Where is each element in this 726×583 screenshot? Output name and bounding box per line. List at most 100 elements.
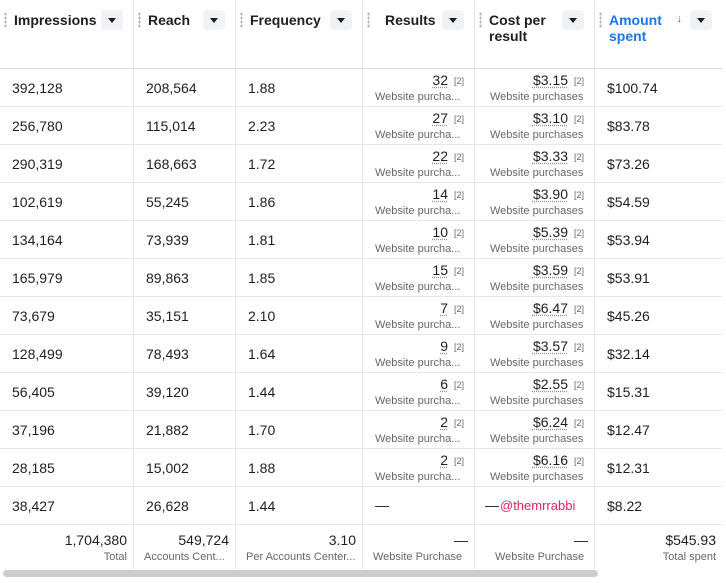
total-cost: — [574, 532, 588, 548]
results-value[interactable]: 9 [440, 338, 448, 354]
column-header-reach[interactable]: Reach [134, 0, 236, 68]
cost-value[interactable]: $3.59 [532, 262, 568, 278]
results-value[interactable]: 22 [432, 148, 448, 164]
chevron-down-icon[interactable] [330, 10, 352, 30]
results-footnote[interactable]: [2] [453, 228, 464, 238]
cost-footnote[interactable]: [2] [573, 380, 584, 390]
results-value[interactable]: 14 [432, 186, 448, 202]
results-footnote[interactable]: [2] [453, 152, 464, 162]
drag-handle-icon[interactable] [479, 12, 482, 28]
cost-value[interactable]: $3.57 [532, 338, 568, 354]
column-header-impressions[interactable]: Impressions [0, 0, 134, 68]
cost-footnote[interactable]: [2] [573, 342, 584, 352]
frequency-value: 1.81 [248, 232, 276, 248]
drag-handle-icon[interactable] [240, 12, 243, 28]
results-value[interactable]: 2 [440, 452, 448, 468]
reach-value: 89,863 [146, 270, 189, 286]
table-row[interactable]: 128,499 78,493 1.64 9 [2] Website purcha... $3… [0, 335, 722, 373]
cost-footnote[interactable]: [2] [573, 114, 584, 124]
column-header-frequency[interactable]: Frequency [236, 0, 363, 68]
drag-handle-icon[interactable] [367, 12, 370, 28]
reach-value: 35,151 [146, 308, 189, 324]
cost-value[interactable]: $6.47 [532, 300, 568, 316]
reach-value: 39,120 [146, 384, 189, 400]
reach-value: 78,493 [146, 346, 189, 362]
table-header: Impressions Reach Frequency Results Cost… [0, 0, 722, 69]
reach-value: 26,628 [146, 498, 189, 514]
results-footnote[interactable]: [2] [453, 456, 464, 466]
chevron-down-icon[interactable] [203, 10, 225, 30]
sort-descending-icon[interactable]: ↓ [676, 13, 683, 25]
results-footnote[interactable]: [2] [453, 304, 464, 314]
table-row[interactable]: 102,619 55,245 1.86 14 [2] Website purcha... $… [0, 183, 722, 221]
results-value[interactable]: 10 [432, 224, 448, 240]
table-row[interactable]: 134,164 73,939 1.81 10 [2] Website purcha... $… [0, 221, 722, 259]
cost-footnote[interactable]: [2] [573, 228, 584, 238]
cost-value[interactable]: $2.55 [532, 376, 568, 392]
amount-value: $12.47 [607, 422, 650, 438]
cost-type: Website purchases [490, 91, 584, 103]
results-footnote[interactable]: [2] [453, 380, 464, 390]
drag-handle-icon[interactable] [138, 12, 141, 28]
chevron-down-icon[interactable] [562, 10, 584, 30]
results-value[interactable]: 7 [440, 300, 448, 316]
results-footnote[interactable]: [2] [453, 190, 464, 200]
results-value[interactable]: 15 [432, 262, 448, 278]
results-footnote[interactable]: [2] [453, 76, 464, 86]
amount-value: $100.74 [607, 80, 658, 96]
cost-value[interactable]: $3.90 [532, 186, 568, 202]
cost-footnote[interactable]: [2] [573, 456, 584, 466]
horizontal-scrollbar[interactable] [3, 570, 598, 577]
column-header-amount-spent[interactable]: Amount spent ↓ [595, 0, 722, 68]
cost-footnote[interactable]: [2] [573, 266, 584, 276]
table-row[interactable]: 38,427 26,628 1.44 — — @themrrabbi $8.22 [0, 487, 722, 525]
cost-value[interactable]: $3.15 [532, 72, 568, 88]
drag-handle-icon[interactable] [599, 12, 602, 28]
cost-value[interactable]: $3.10 [532, 110, 568, 126]
impressions-value: 102,619 [12, 194, 63, 210]
impressions-value: 38,427 [12, 498, 55, 514]
table-row[interactable]: 56,405 39,120 1.44 6 [2] Website purcha... $2.… [0, 373, 722, 411]
column-header-cost-per-result[interactable]: Cost per result [475, 0, 595, 68]
cost-footnote[interactable]: [2] [573, 152, 584, 162]
amount-value: $83.78 [607, 118, 650, 134]
results-value[interactable]: 6 [440, 376, 448, 392]
table-row[interactable]: 290,319 168,663 1.72 22 [2] Website purcha...… [0, 145, 722, 183]
cost-value[interactable]: $6.24 [532, 414, 568, 430]
results-footnote[interactable]: [2] [453, 342, 464, 352]
drag-handle-icon[interactable] [4, 12, 7, 28]
chevron-down-icon[interactable] [101, 10, 123, 30]
table-row[interactable]: 256,780 115,014 2.23 27 [2] Website purcha...… [0, 107, 722, 145]
results-type: Website purcha... [375, 471, 461, 483]
table-row[interactable]: 37,196 21,882 1.70 2 [2] Website purcha... $6.… [0, 411, 722, 449]
table-row[interactable]: 28,185 15,002 1.88 2 [2] Website purcha... $6.… [0, 449, 722, 487]
results-value[interactable]: 27 [432, 110, 448, 126]
total-cost-label: Website Purchase [495, 551, 585, 563]
cost-footnote[interactable]: [2] [573, 76, 584, 86]
table-row[interactable]: 165,979 89,863 1.85 15 [2] Website purcha... $… [0, 259, 722, 297]
cost-value[interactable]: $5.39 [532, 224, 568, 240]
chevron-down-icon[interactable] [690, 10, 712, 30]
column-header-results[interactable]: Results [363, 0, 475, 68]
frequency-value: 1.86 [248, 194, 276, 210]
impressions-value: 134,164 [12, 232, 63, 248]
total-frequency: 3.10 [328, 532, 356, 548]
cost-footnote[interactable]: [2] [573, 304, 584, 314]
results-value: — [375, 497, 389, 513]
table-row[interactable]: 73,679 35,151 2.10 7 [2] Website purcha... $6.… [0, 297, 722, 335]
cost-value[interactable]: $6.16 [532, 452, 568, 468]
table-row[interactable]: 392,128 208,564 1.88 32 [2] Website purcha...… [0, 69, 722, 107]
impressions-value: 73,679 [12, 308, 55, 324]
results-value[interactable]: 2 [440, 414, 448, 430]
cost-value[interactable]: $3.33 [532, 148, 568, 164]
results-value[interactable]: 32 [432, 72, 448, 88]
cost-footnote[interactable]: [2] [573, 190, 584, 200]
results-type: Website purcha... [375, 357, 461, 369]
reach-value: 168,663 [146, 156, 197, 172]
results-footnote[interactable]: [2] [453, 418, 464, 428]
cost-footnote[interactable]: [2] [573, 418, 584, 428]
results-footnote[interactable]: [2] [453, 114, 464, 124]
amount-value: $12.31 [607, 460, 650, 476]
results-footnote[interactable]: [2] [453, 266, 464, 276]
chevron-down-icon[interactable] [442, 10, 464, 30]
